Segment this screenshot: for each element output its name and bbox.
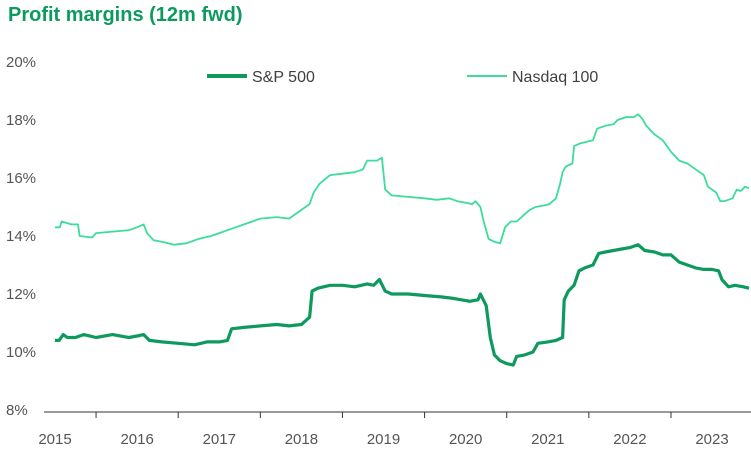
- series-line-sp500: [55, 243, 750, 367]
- legend-item-sp500: S&P 500: [207, 69, 315, 86]
- legend-label-nasdaq100: Nasdaq 100: [512, 69, 598, 86]
- y-tick-label: 20%: [6, 54, 36, 71]
- x-tick-label: 2020: [449, 431, 482, 448]
- y-axis: 8% 10% 12% 14% 16% 18% 20%: [6, 54, 36, 419]
- x-tick-label: 2023: [695, 431, 728, 448]
- y-tick-label: 8%: [6, 402, 28, 419]
- chart-title: Profit margins (12m fwd): [8, 4, 243, 26]
- legend-label-sp500: S&P 500: [252, 69, 315, 86]
- x-tick-label: 2018: [285, 431, 318, 448]
- x-tick-label: 2021: [531, 431, 564, 448]
- series-layer: [55, 113, 750, 367]
- x-tick-label: 2015: [38, 431, 71, 448]
- series-line-nasdaq100: [55, 113, 750, 246]
- x-tick-marks: [95, 412, 672, 418]
- x-tick-label: 2022: [613, 431, 646, 448]
- x-tick-label: 2016: [120, 431, 153, 448]
- legend-item-nasdaq100: Nasdaq 100: [467, 69, 598, 86]
- y-tick-label: 16%: [6, 170, 36, 187]
- y-tick-label: 18%: [6, 112, 36, 129]
- x-axis: 2015 2016 2017 2018 2019 2020 2021 2022 2023: [38, 431, 728, 448]
- legend: S&P 500 Nasdaq 100: [207, 69, 598, 86]
- x-tick-label: 2017: [203, 431, 236, 448]
- y-tick-label: 10%: [6, 344, 36, 361]
- y-tick-label: 12%: [6, 286, 36, 303]
- x-tick-label: 2019: [367, 431, 400, 448]
- y-tick-label: 14%: [6, 228, 36, 245]
